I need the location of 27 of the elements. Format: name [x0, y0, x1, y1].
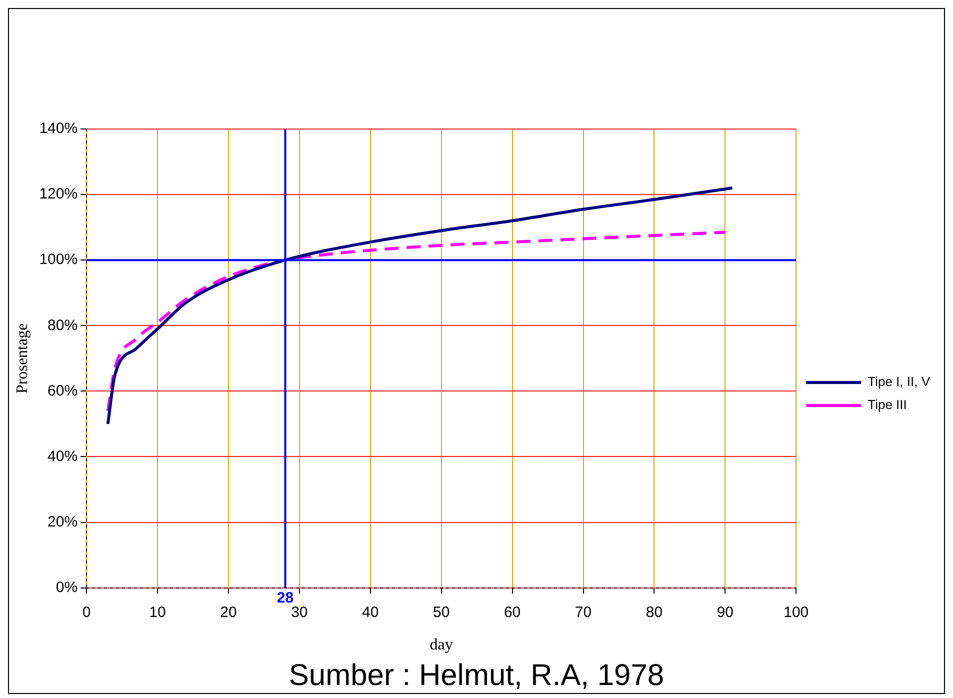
- x-axis-title: day: [430, 636, 453, 654]
- text: Sumber : Helmut, R.A, 1978: [288, 659, 666, 693]
- x-tick-label: 80: [646, 604, 663, 621]
- y-tick-label: 120%: [39, 186, 78, 203]
- x-tick-label: 50: [433, 604, 450, 621]
- ref-line-label: 28: [276, 589, 294, 606]
- line-series: [106, 186, 734, 426]
- legend-label: Tipe III: [868, 397, 907, 412]
- x-tick-label: 70: [574, 604, 592, 621]
- x-tick-label: 20: [220, 604, 237, 621]
- y-tick-label: 60%: [48, 382, 78, 400]
- y-tick-label: 100%: [39, 251, 78, 268]
- line-series: [106, 230, 727, 412]
- y-tick-label: 0%: [56, 578, 78, 596]
- y-tick-label: 20%: [48, 513, 78, 530]
- y-tick-label: 40%: [48, 448, 78, 465]
- x-tick-label: 90: [716, 604, 734, 621]
- x-tick-label: 60: [504, 604, 521, 621]
- x-tick-label: 100: [784, 604, 809, 621]
- y-axis-title: Prosentage: [14, 323, 31, 394]
- x-tick-label: 0: [82, 604, 91, 621]
- legend-label: Tipe I, II, V: [868, 374, 930, 390]
- x-tick-label: 10: [149, 604, 166, 621]
- y-tick-label: 140%: [39, 120, 78, 138]
- x-tick-label: 30: [291, 604, 308, 621]
- y-tick-label: 80%: [48, 316, 78, 334]
- x-tick-label: 40: [362, 604, 379, 621]
